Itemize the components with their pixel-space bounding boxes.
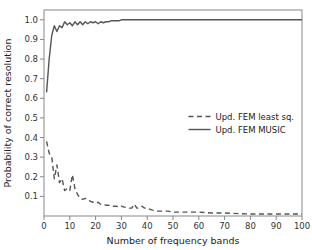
x-tick	[69, 216, 70, 220]
x-tick	[198, 216, 199, 220]
y-tick	[40, 196, 44, 197]
y-tick-label: 0.3	[24, 152, 38, 162]
y-axis-label: Probability of correct resolution	[2, 39, 13, 188]
y-tick-label: 0.2	[24, 172, 38, 182]
x-tick	[250, 216, 251, 220]
x-axis-label: Number of frequency bands	[107, 235, 240, 246]
series-line	[47, 20, 302, 93]
x-tick-label: 40	[142, 221, 153, 231]
y-tick-label: 0.5	[24, 113, 38, 123]
y-tick	[40, 157, 44, 158]
x-tick-label: 60	[193, 221, 204, 231]
x-tick-label: 20	[90, 221, 101, 231]
plot-area	[47, 20, 302, 214]
y-tick-label: 0.1	[24, 191, 38, 201]
legend-key	[188, 116, 210, 117]
x-tick-label: 100	[294, 221, 310, 231]
x-tick	[302, 216, 303, 220]
series-line	[47, 141, 302, 214]
y-tick	[40, 19, 44, 20]
y-tick	[40, 117, 44, 118]
x-tick-label: 30	[116, 221, 127, 231]
legend-label: Upd. FEM least sq.	[215, 112, 294, 122]
x-tick	[95, 216, 96, 220]
y-tick	[40, 176, 44, 177]
y-tick-label: 0.7	[24, 74, 38, 84]
x-tick	[276, 216, 277, 220]
y-tick	[40, 98, 44, 99]
x-tick-label: 90	[271, 221, 282, 231]
legend-key	[188, 129, 210, 130]
y-tick-label: 1.0	[24, 15, 38, 25]
x-tick	[147, 216, 148, 220]
x-tick	[173, 216, 174, 220]
y-tick	[40, 78, 44, 79]
x-tick-label: 80	[245, 221, 256, 231]
y-tick	[40, 39, 44, 40]
x-tick-label: 10	[64, 221, 75, 231]
y-tick-label: 0.8	[24, 54, 38, 64]
x-tick-label: 0	[41, 221, 46, 231]
plot-frame	[44, 10, 302, 216]
y-tick	[40, 137, 44, 138]
legend: Upd. FEM least sq. Upd. FEM MUSIC	[188, 112, 294, 135]
x-tick	[44, 216, 45, 220]
legend-label: Upd. FEM MUSIC	[215, 125, 285, 135]
y-tick-label: 0.4	[24, 133, 38, 143]
chart: 0 10 20 30 40 50 60 70 80 90 100 0.1 0.2 0.3 0.4 0.5 0.6…	[0, 0, 312, 250]
x-tick	[224, 216, 225, 220]
y-tick-label: 0.6	[24, 93, 38, 103]
x-tick-label: 70	[219, 221, 230, 231]
x-tick	[121, 216, 122, 220]
y-tick-label: 0.9	[24, 34, 38, 44]
y-tick	[40, 59, 44, 60]
x-tick-label: 50	[168, 221, 179, 231]
